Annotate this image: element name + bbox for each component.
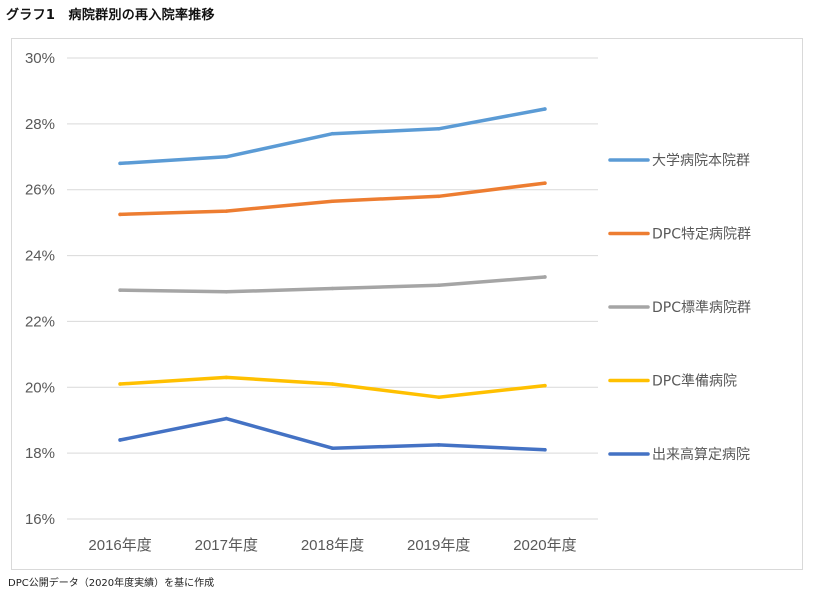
data-point-5	[224, 416, 229, 421]
data-point-3	[118, 288, 122, 292]
legend-label: DPC特定病院群	[652, 227, 751, 243]
y-tick-label: 16%	[25, 511, 55, 528]
data-point-4	[436, 395, 441, 399]
data-point-5	[543, 448, 547, 452]
data-point-1	[436, 126, 441, 131]
x-tick-label: 2020年度	[513, 537, 576, 554]
data-point-2	[436, 194, 441, 199]
legend-label: 出来高算定病院	[652, 446, 750, 463]
data-point-2	[224, 209, 229, 213]
legend-label: DPC準備病院	[652, 374, 737, 390]
series-line-2	[118, 181, 547, 217]
source-note: DPC公開データ（2020年度実績）を基に作成	[8, 578, 215, 589]
y-tick-label: 30%	[25, 50, 55, 67]
graph-title: グラフ1 病院群別の再入院率推移	[6, 8, 215, 23]
y-tick-label: 28%	[25, 116, 55, 133]
data-point-2	[330, 199, 335, 204]
data-point-1	[118, 161, 122, 166]
data-point-5	[118, 438, 122, 442]
data-point-3	[543, 275, 547, 279]
data-point-1	[543, 107, 547, 111]
data-point-5	[436, 443, 441, 447]
line-chart: 16% 18% 20% 22% 24% 26% 28% 30% 2016年度 2017年度 2018…	[25, 50, 751, 554]
x-tick-label: 2016年度	[88, 537, 151, 554]
y-tick-label: 20%	[25, 379, 55, 396]
data-point-3	[330, 286, 335, 291]
data-point-2	[118, 212, 122, 217]
y-tick-label: 24%	[25, 248, 55, 265]
x-tick-label: 2019年度	[407, 537, 470, 554]
y-tick-label: 18%	[25, 445, 55, 462]
x-tick-label: 2018年度	[301, 537, 364, 554]
data-point-4	[224, 375, 229, 380]
data-point-5	[330, 446, 335, 451]
x-tick-label: 2017年度	[195, 537, 258, 554]
data-point-3	[224, 289, 229, 294]
chart-area: 16% 18% 20% 22% 24% 26% 28% 30% 2016年度 2017年度 2018…	[11, 38, 803, 570]
data-point-4	[118, 382, 122, 386]
data-point-2	[543, 181, 547, 185]
data-point-1	[224, 154, 229, 159]
series-line-1	[118, 107, 547, 166]
data-point-1	[330, 131, 335, 136]
legend-label: DPC標準病院群	[652, 300, 751, 316]
data-point-4	[330, 382, 335, 386]
y-tick-label: 26%	[25, 182, 55, 199]
series-line-5	[118, 416, 547, 452]
legend-label: 大学病院本院群	[652, 153, 750, 169]
y-tick-label: 22%	[25, 313, 55, 330]
data-point-3	[436, 283, 441, 288]
data-point-4	[543, 383, 547, 388]
